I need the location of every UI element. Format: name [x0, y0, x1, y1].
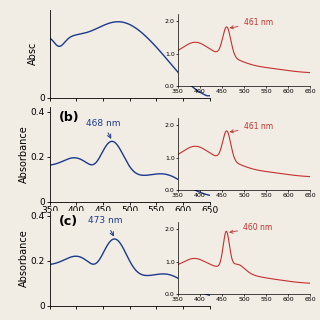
Text: (b): (b) — [59, 111, 80, 124]
Text: 473 nm: 473 nm — [88, 216, 123, 236]
Y-axis label: Absorbance: Absorbance — [19, 125, 29, 183]
Text: 468 nm: 468 nm — [86, 119, 120, 138]
Y-axis label: Absorbance: Absorbance — [19, 229, 29, 287]
Text: 460 nm: 460 nm — [230, 223, 272, 233]
Y-axis label: Absc: Absc — [28, 42, 38, 65]
Text: 461 nm: 461 nm — [230, 18, 273, 29]
Text: (c): (c) — [59, 215, 78, 228]
Text: 461 nm: 461 nm — [230, 122, 273, 133]
